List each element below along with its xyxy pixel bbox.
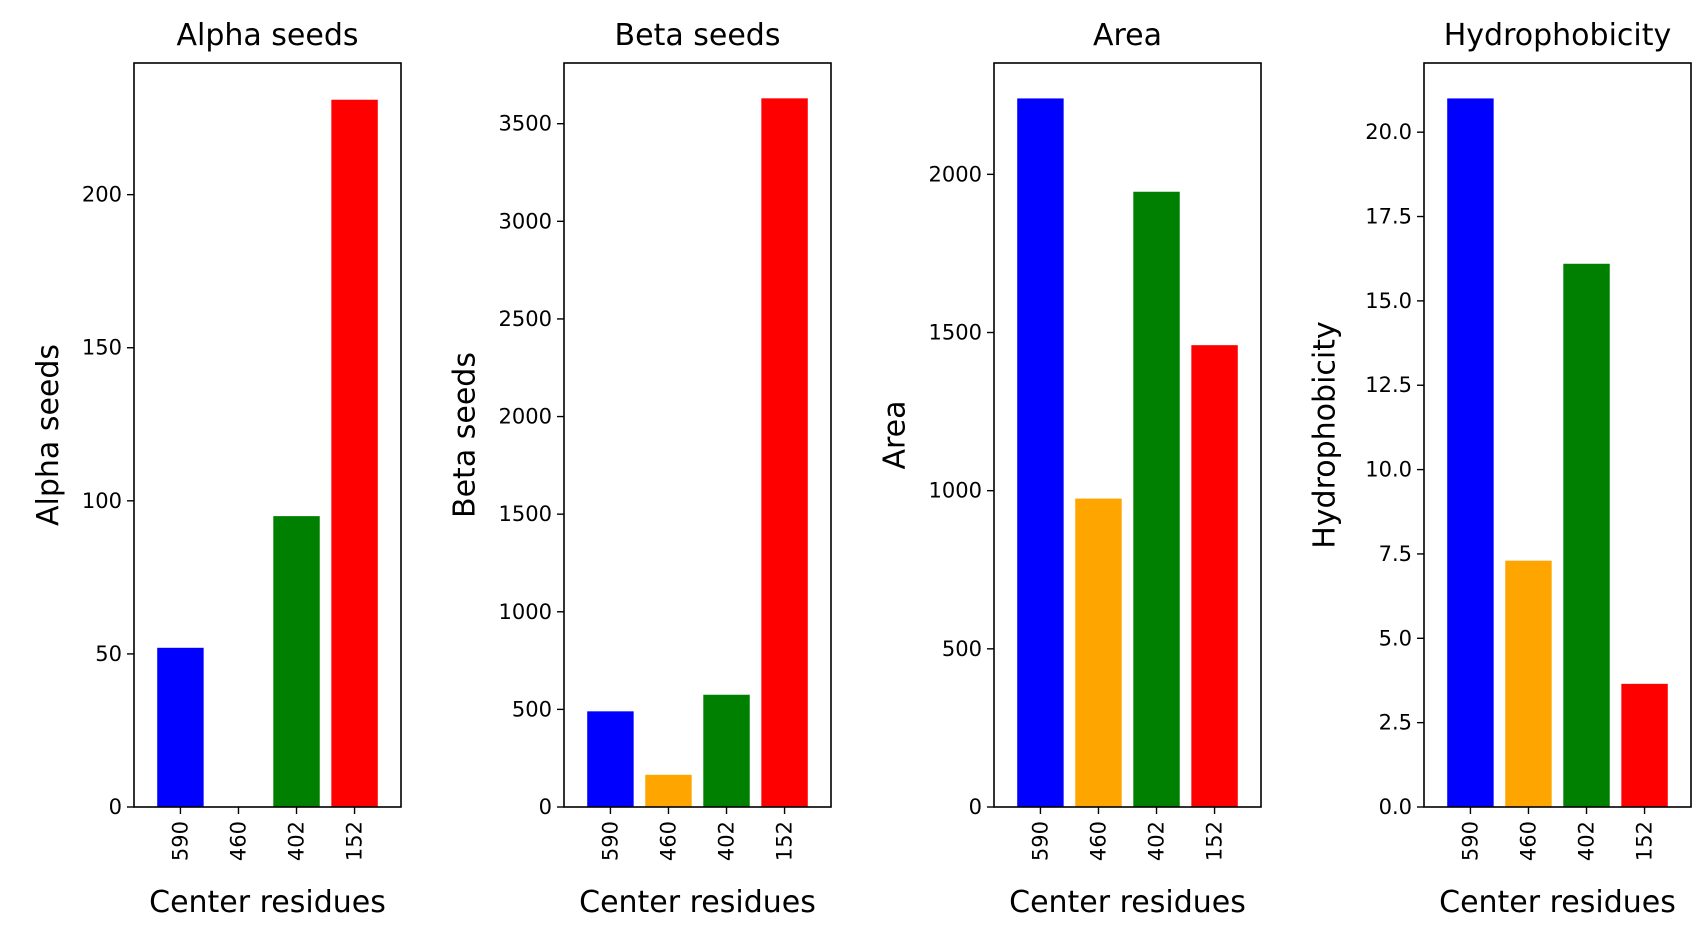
y-tick-label: 1000 — [499, 600, 552, 624]
bar-590 — [1447, 98, 1494, 807]
axes-frame — [563, 62, 832, 808]
y-tick-label: 10.0 — [1365, 458, 1412, 482]
y-tick-label: 3500 — [499, 112, 552, 136]
y-tick-label: 2500 — [499, 307, 552, 331]
y-tick-label: 0 — [969, 795, 982, 819]
x-tick-label: 590 — [598, 821, 622, 861]
y-tick-label: 17.5 — [1365, 205, 1412, 229]
x-tick-label: 402 — [1575, 821, 1599, 861]
x-axis-label: Center residues — [1439, 885, 1676, 920]
x-tick-label: 460 — [656, 821, 680, 861]
subplot-2: 0 500 1000 1500 2000 2500 3000 3500 590 460 402 152… — [447, 18, 832, 920]
y-tick-label: 3000 — [499, 209, 552, 233]
x-tick-label: 590 — [1028, 821, 1052, 861]
y-tick-label: 15.0 — [1365, 289, 1412, 313]
y-tick-label: 1000 — [929, 479, 982, 503]
subplot-1: 0 50 100 150 200 590 460 402 152 Alpha seeds Cente… — [31, 18, 402, 920]
bar-590 — [157, 647, 204, 807]
y-tick-label: 1500 — [929, 321, 982, 345]
x-tick-label: 152 — [343, 821, 367, 861]
bar-402 — [1133, 191, 1180, 808]
subplot-4: 0.0 2.5 5.0 7.5 10.0 12.5 15.0 17.5 20.0 590 460 40… — [1307, 18, 1692, 920]
bar-590 — [587, 711, 634, 807]
y-axis-label: Area — [877, 400, 912, 469]
bar-152 — [761, 98, 808, 807]
x-tick-label: 460 — [1516, 821, 1540, 861]
y-tick-label: 2000 — [929, 162, 982, 186]
y-tick-label: 20.0 — [1365, 120, 1412, 144]
y-tick-label: 12.5 — [1365, 373, 1412, 397]
bar-460 — [1505, 560, 1552, 807]
y-axis-label: Alpha seeds — [31, 344, 66, 526]
y-axis-label: Hydrophobicity — [1307, 321, 1342, 549]
x-axis-label: Center residues — [149, 885, 386, 920]
chart-title: Area — [1093, 18, 1162, 53]
bar-460 — [645, 774, 692, 807]
axes-frame — [1423, 62, 1692, 808]
y-tick-label: 500 — [512, 697, 552, 721]
x-tick-label: 590 — [1458, 821, 1482, 861]
y-tick-label: 100 — [82, 489, 122, 513]
x-tick-label: 152 — [1203, 821, 1227, 861]
x-tick-label: 152 — [1633, 821, 1657, 861]
y-tick-label: 2.5 — [1379, 711, 1412, 735]
y-tick-label: 50 — [95, 642, 122, 666]
y-tick-label: 7.5 — [1379, 542, 1412, 566]
y-tick-label: 0 — [109, 795, 122, 819]
axes-frame — [133, 62, 402, 808]
x-tick-label: 590 — [168, 821, 192, 861]
bar-152 — [331, 99, 378, 808]
y-tick-label: 1500 — [499, 502, 552, 526]
bar-402 — [273, 516, 320, 807]
y-tick-label: 200 — [82, 183, 122, 207]
bar-402 — [1563, 263, 1610, 807]
chart-title: Hydrophobicity — [1444, 18, 1672, 53]
x-tick-label: 460 — [1086, 821, 1110, 861]
x-tick-label: 402 — [285, 821, 309, 861]
x-axis-label: Center residues — [579, 885, 816, 920]
x-tick-label: 460 — [226, 821, 250, 861]
subplot-3: 0 500 1000 1500 2000 590 460 402 152 Area Center r… — [877, 18, 1262, 920]
axes-frame — [993, 62, 1262, 808]
chart-title: Beta seeds — [615, 18, 781, 53]
bar-402 — [703, 694, 750, 807]
x-tick-label: 152 — [773, 821, 797, 861]
y-tick-label: 500 — [942, 637, 982, 661]
x-tick-label: 402 — [715, 821, 739, 861]
bar-590 — [1017, 98, 1064, 807]
y-tick-label: 0 — [539, 795, 552, 819]
y-tick-label: 2000 — [499, 405, 552, 429]
y-tick-label: 150 — [82, 336, 122, 360]
y-axis-label: Beta seeds — [447, 352, 482, 518]
chart-title: Alpha seeds — [176, 18, 358, 53]
bar-152 — [1191, 345, 1238, 807]
x-axis-label: Center residues — [1009, 885, 1246, 920]
y-tick-label: 0.0 — [1379, 795, 1412, 819]
y-tick-label: 5.0 — [1379, 626, 1412, 650]
x-tick-label: 402 — [1145, 821, 1169, 861]
bar-460 — [1075, 498, 1122, 807]
bar-152 — [1621, 683, 1668, 807]
